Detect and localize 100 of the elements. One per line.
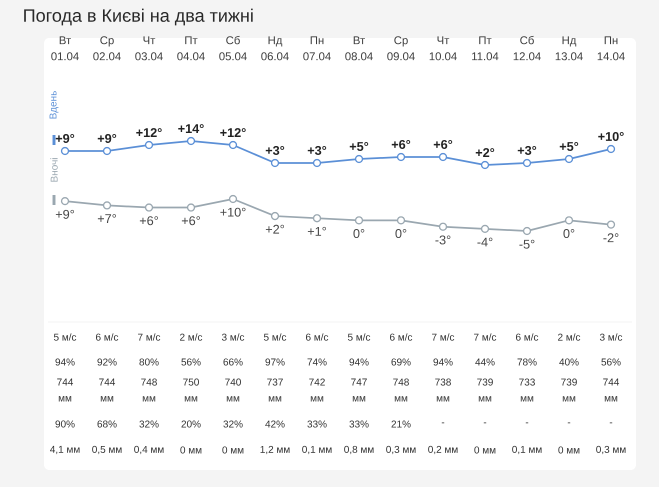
point: [606, 144, 616, 154]
text: 20%: [182, 420, 201, 428]
data-label: +14°: [178, 124, 204, 133]
text: 94%: [349, 358, 369, 366]
data-label: +2°: [266, 224, 284, 234]
text: 0,8 мм: [344, 446, 374, 454]
point: [186, 203, 196, 212]
text: 0 мм: [180, 446, 202, 454]
text: 5 м/с: [54, 333, 76, 341]
text: 0 мм: [558, 446, 580, 454]
text: 3 м/с: [222, 333, 244, 341]
point: [270, 158, 280, 168]
point: [270, 212, 280, 220]
text: 7 м/с: [432, 333, 454, 341]
data-label: -3°: [435, 235, 450, 244]
text: -: [526, 422, 528, 424]
x-tick-label: Нд 13.04: [556, 36, 583, 60]
data-label: +7°: [98, 214, 116, 223]
text: -: [568, 422, 570, 424]
text: 6 м/с: [96, 333, 118, 341]
data-label: +1°: [308, 226, 326, 236]
x-tick-label: Чт 03.04: [135, 36, 163, 60]
text: 78%: [518, 358, 537, 366]
x-tick-label: Вт 01.04: [51, 36, 79, 60]
text: 6 м/с: [306, 333, 328, 341]
data-label: +12°: [220, 128, 246, 137]
x-tick-label: Вт 08.04: [345, 36, 373, 60]
data-label: +6°: [434, 140, 452, 149]
text: 21%: [392, 420, 411, 428]
point: [228, 194, 238, 204]
point: [522, 226, 532, 236]
chart-title: Погода в Києві на два тижні: [24, 8, 253, 26]
point: [522, 158, 532, 168]
text: 33%: [349, 420, 369, 428]
text: 733 мм: [519, 378, 535, 402]
text: 740 мм: [225, 378, 241, 402]
data-label: +9°: [56, 134, 74, 143]
text: 748 мм: [141, 378, 157, 402]
point: [102, 146, 112, 156]
text: 66%: [224, 358, 243, 366]
text: 0,3 мм: [596, 446, 626, 454]
data-label: +2°: [476, 148, 494, 157]
point: [312, 158, 322, 168]
text: 0,3 мм: [386, 446, 416, 454]
text: 750 мм: [183, 378, 199, 402]
text: 747 мм: [351, 378, 367, 402]
text: 74%: [308, 358, 327, 366]
x-tick-label: Пт 04.04: [177, 36, 205, 60]
point: [312, 214, 322, 222]
point: [228, 140, 238, 150]
data-label: +12°: [136, 128, 162, 137]
x-tick-label: Чт 10.04: [430, 36, 457, 60]
data-label: +10°: [220, 208, 246, 217]
point: [438, 152, 448, 162]
text: 44%: [475, 358, 495, 366]
text: 739 мм: [477, 378, 493, 402]
point: [144, 203, 154, 212]
text: 0,2 мм: [428, 446, 458, 454]
text: 5 м/с: [264, 333, 286, 341]
text: 69%: [392, 358, 411, 366]
text: 97%: [265, 358, 285, 366]
data-label: +5°: [560, 142, 578, 151]
text: 0 мм: [474, 446, 496, 454]
point: [480, 160, 490, 170]
text: Вдень: [50, 91, 58, 119]
x-tick-label: Сб 12.04: [514, 36, 541, 60]
text: 744 мм: [57, 378, 74, 402]
text: 1,2 мм: [260, 446, 290, 454]
data-label: +6°: [392, 140, 410, 149]
text: 32%: [223, 420, 243, 428]
text: 94%: [55, 358, 75, 366]
text: 33%: [307, 420, 327, 428]
text: 32%: [139, 420, 159, 428]
text: 4,1 мм: [50, 446, 80, 454]
text: -: [484, 422, 486, 424]
data-label: +3°: [266, 146, 284, 155]
text: 0,5 мм: [92, 446, 122, 454]
data-label: -4°: [477, 238, 492, 246]
text: 0,4 мм: [134, 446, 164, 454]
data-label: 0°: [395, 229, 406, 238]
text: 744 мм: [99, 378, 116, 402]
text: 2 м/с: [558, 333, 580, 341]
text: 738 мм: [435, 378, 451, 402]
text: 2 м/с: [180, 333, 202, 341]
data-label: +3°: [308, 146, 326, 155]
text: 6 м/с: [390, 333, 412, 341]
x-tick-label: Сб 05.04: [219, 36, 247, 60]
point: [186, 136, 196, 146]
point: [396, 152, 406, 162]
data-label: +6°: [140, 216, 158, 226]
point: [144, 140, 154, 150]
text: 0 мм: [222, 446, 244, 454]
text: 744 мм: [603, 378, 620, 402]
point: [564, 154, 574, 164]
point: [354, 216, 364, 224]
point: [480, 224, 490, 234]
text: 5 м/с: [348, 333, 370, 341]
x-tick-label: Пн 14.04: [598, 36, 625, 60]
point: [606, 220, 616, 229]
point: [60, 146, 70, 156]
